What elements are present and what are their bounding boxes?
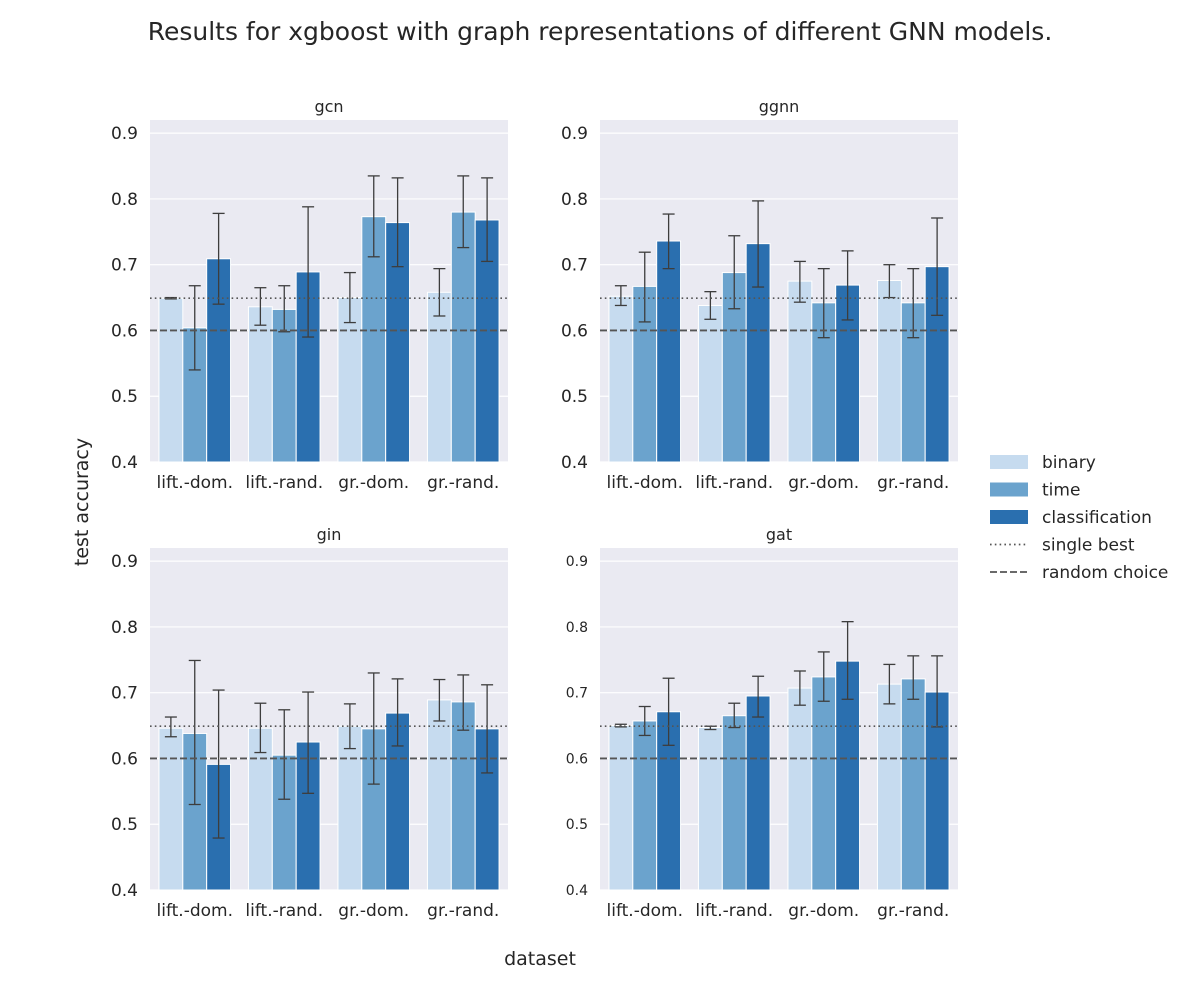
y-tick-label: 0.6 [111,749,138,769]
x-tick-label: lift.-dom. [157,901,234,921]
legend: binary time classification single best rando… [990,453,1168,583]
legend-label: classification [1042,508,1152,528]
y-tick-label: 0.5 [111,815,138,835]
x-tick-label: lift.-rand. [245,473,323,493]
y-tick-label: 0.4 [561,453,588,473]
x-tick-label: gr.-rand. [877,473,949,493]
x-tick-label: gr.-rand. [877,901,949,921]
y-tick-label: 0.8 [561,190,588,210]
bar-binary [158,727,184,891]
y-tick-label: 0.8 [111,618,138,638]
y-axis-label: test accuracy [71,438,93,566]
panel-ggnn: 0.4 0.5 0.6 0.7 0.8 0.9 ggnn lift.-dom. lift.-ra… [561,97,958,493]
y-tick-label: 0.5 [111,387,138,407]
y-tick-label: 0.4 [111,881,138,901]
x-tick-label: lift.-dom. [607,901,684,921]
legend-swatch-time [990,482,1028,497]
y-tick-label: 0.7 [111,256,138,276]
panel-title: gcn [314,97,343,116]
x-tick-label: lift.-rand. [695,473,773,493]
legend-swatch-classification [990,510,1028,524]
x-axis-label: dataset [504,948,576,970]
legend-label: single best [1042,536,1135,556]
x-tick-label: lift.-rand. [695,901,773,921]
y-tick-label: 0.6 [566,751,588,767]
bar-binary [876,279,902,463]
y-tick-label: 0.9 [566,554,588,570]
bar-binary [697,727,723,891]
bar-time [721,715,747,891]
panel-gin: 0.4 0.5 0.6 0.7 0.8 0.9 gin lift.-dom. lift.-ran… [111,525,508,921]
x-tick-label: gr.-dom. [338,473,409,493]
bar-classification [656,240,682,463]
y-tick-label: 0.8 [111,190,138,210]
y-tick-label: 0.7 [561,256,588,276]
x-tick-label: gr.-dom. [338,901,409,921]
y-tick-label: 0.9 [561,124,588,144]
y-tick-label: 0.7 [566,686,588,702]
bar-binary [787,687,813,891]
x-tick-label: gr.-dom. [788,901,859,921]
bar-time [811,676,837,891]
legend-label: random choice [1042,563,1168,583]
y-tick-label: 0.5 [566,817,588,833]
x-tick-label: lift.-rand. [245,901,323,921]
y-tick-label: 0.9 [111,124,138,144]
y-tick-label: 0.5 [561,387,588,407]
y-tick-label: 0.8 [566,620,588,636]
panel-title: gat [766,525,792,544]
bar-time [900,678,926,891]
x-tick-label: lift.-dom. [157,473,234,493]
y-tick-label: 0.6 [111,321,138,341]
legend-swatch-binary [990,455,1028,469]
y-tick-label: 0.7 [111,684,138,704]
y-tick-label: 0.6 [561,321,588,341]
x-tick-label: gr.-rand. [427,473,499,493]
bar-time [450,211,476,463]
panel-gcn: 0.4 0.5 0.6 0.7 0.8 0.9 gcn lift.-dom. lift.-ran… [111,97,508,493]
bar-time [632,720,658,891]
legend-label: binary [1042,453,1096,473]
bar-binary [787,280,813,463]
bar-binary [608,725,634,891]
bar-binary [697,304,723,463]
chart-title: Results for xgboost with graph represent… [148,17,1053,46]
y-tick-label: 0.9 [111,552,138,572]
x-tick-label: lift.-dom. [607,473,684,493]
bar-binary [158,297,184,463]
panel-title: ggnn [759,97,800,116]
panel-gat: 0.4 0.5 0.6 0.7 0.8 0.9 gat lift.-dom. lift.-ran… [566,525,958,921]
y-tick-label: 0.4 [566,883,588,899]
bar-binary [426,291,452,463]
bar-classification [745,695,771,891]
x-tick-label: gr.-dom. [788,473,859,493]
bar-binary [426,699,452,891]
bar-binary [876,683,902,891]
panel-title: gin [317,525,342,544]
x-tick-label: gr.-rand. [427,901,499,921]
y-tick-label: 0.4 [111,453,138,473]
bar-binary [337,725,363,891]
bar-binary [608,295,634,463]
legend-label: time [1042,481,1080,501]
